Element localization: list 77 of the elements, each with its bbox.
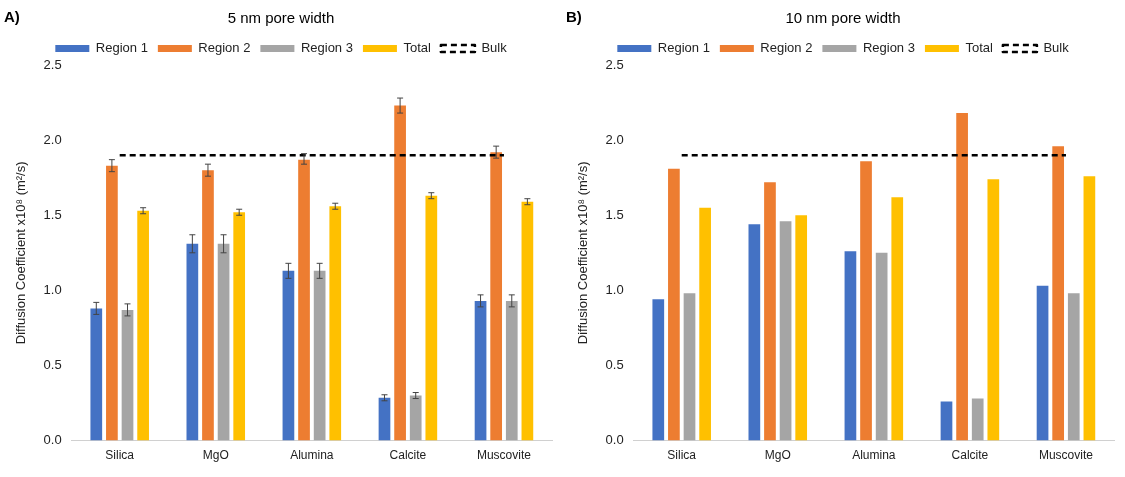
bar <box>217 243 230 441</box>
bar <box>313 270 326 441</box>
y-tick-label: 2.0 <box>43 131 62 147</box>
bar <box>106 165 118 441</box>
bar <box>795 215 808 441</box>
y-tick-label: 1.0 <box>605 281 624 297</box>
bar <box>505 300 518 441</box>
bar <box>1052 146 1065 441</box>
bar <box>699 207 711 441</box>
bar <box>860 161 872 441</box>
y-axis-title: Diffusion Coefficient x10⁸ (m²/s) <box>575 161 591 345</box>
legend-label: Region 3 <box>862 40 915 56</box>
bar <box>202 170 214 441</box>
y-tick-label: 0.5 <box>43 357 62 373</box>
chart-title: 5 nm pore width <box>227 9 335 27</box>
bar <box>875 252 888 441</box>
legend-label: Bulk <box>481 40 508 56</box>
y-tick-label: 2.5 <box>43 56 62 72</box>
bar <box>186 243 199 441</box>
legend-label: Total <box>965 40 993 56</box>
bar <box>956 113 968 441</box>
legend-label: Region 1 <box>657 40 710 56</box>
y-axis-title: Diffusion Coefficient x10⁸ (m²/s) <box>13 161 29 345</box>
legend-label: Region 2 <box>760 40 813 56</box>
bar <box>987 179 1000 441</box>
bar <box>844 251 857 441</box>
x-tick-label: Calcite <box>389 448 427 463</box>
y-tick-label: 2.0 <box>605 131 624 147</box>
y-tick-label: 2.5 <box>605 56 624 72</box>
legend-label: Bulk <box>1043 40 1070 56</box>
x-tick-label: Muscovite <box>476 448 532 463</box>
bar <box>652 299 665 441</box>
legend-label: Region 1 <box>95 40 148 56</box>
bar <box>121 309 134 441</box>
bar <box>394 105 406 441</box>
x-tick-label: MgO <box>202 448 229 463</box>
legend-label: Region 2 <box>198 40 251 56</box>
bar <box>282 270 295 441</box>
bar <box>329 206 342 441</box>
y-tick-label: 1.0 <box>43 281 62 297</box>
bar <box>521 201 534 441</box>
x-tick-label: MgO <box>764 448 791 463</box>
y-tick-label: 0.0 <box>605 432 624 448</box>
bar <box>1036 285 1049 441</box>
bar <box>490 152 503 441</box>
x-tick-label: Silica <box>667 448 697 463</box>
bar <box>971 398 984 441</box>
bar <box>764 182 776 441</box>
bar <box>137 210 149 441</box>
bar <box>779 221 792 441</box>
y-tick-label: 0.5 <box>605 357 624 373</box>
x-tick-label: Silica <box>105 448 135 463</box>
bar <box>668 168 680 441</box>
chart-title: 10 nm pore width <box>785 9 901 27</box>
y-tick-label: 1.5 <box>605 206 624 222</box>
x-tick-label: Alumina <box>852 448 896 463</box>
bar <box>748 224 761 441</box>
y-tick-label: 1.5 <box>43 206 62 222</box>
bar <box>378 397 391 441</box>
bar <box>425 195 438 441</box>
bar <box>683 293 696 441</box>
bar <box>233 212 246 441</box>
bar <box>891 197 904 441</box>
y-tick-label: 0.0 <box>43 432 62 448</box>
bar <box>298 159 310 441</box>
text: B) <box>566 8 582 25</box>
bar <box>90 308 103 441</box>
x-tick-label: Alumina <box>290 448 334 463</box>
legend-label: Region 3 <box>300 40 353 56</box>
bar <box>940 401 953 441</box>
legend-label: Total <box>403 40 431 56</box>
x-tick-label: Calcite <box>951 448 989 463</box>
bar <box>474 300 487 441</box>
bar <box>1067 293 1080 441</box>
text: A) <box>4 8 20 25</box>
bar <box>409 395 422 441</box>
x-tick-label: Muscovite <box>1038 448 1094 463</box>
